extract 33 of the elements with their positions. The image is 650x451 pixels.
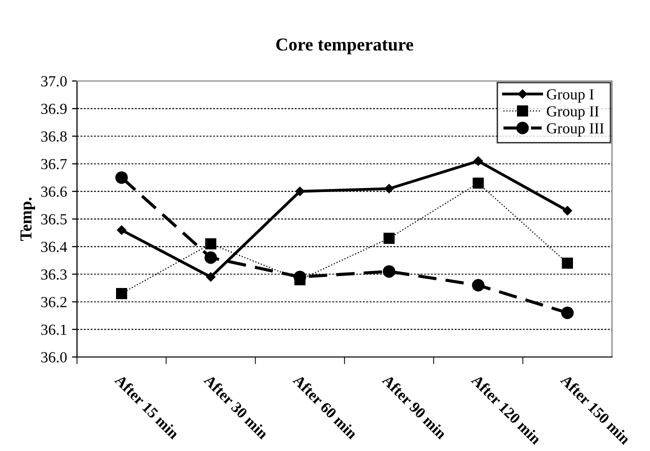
point xyxy=(206,272,216,282)
y-tick-label: 36.3 xyxy=(41,269,67,280)
point xyxy=(561,306,574,320)
y-tick-label: 36.1 xyxy=(41,324,66,335)
chart-title: Core temperature xyxy=(276,38,414,54)
y-tick-label: 36.9 xyxy=(41,104,67,114)
point xyxy=(205,238,216,250)
y-tick-label: 36.0 xyxy=(41,352,67,363)
y-tick-label: 36.5 xyxy=(41,214,67,225)
y-tick-label: 36.7 xyxy=(41,158,67,170)
point xyxy=(562,206,572,216)
y-tick-label: 36.8 xyxy=(41,131,67,142)
y-tick-label: 36.6 xyxy=(41,186,67,197)
legend-label: Group II xyxy=(546,106,599,120)
y-tick-label: 36.4 xyxy=(41,242,68,252)
point xyxy=(116,225,126,235)
y-tick-label: 36.2 xyxy=(41,296,66,308)
point xyxy=(115,171,128,184)
point xyxy=(204,251,217,264)
legend-label: Group III xyxy=(546,123,604,137)
point xyxy=(474,156,483,166)
y-axis-title: Temp. xyxy=(20,198,35,241)
point xyxy=(382,265,396,278)
y-tick-label: 37.0 xyxy=(41,76,67,87)
legend-label: Group I xyxy=(546,89,594,103)
point xyxy=(562,258,573,269)
point xyxy=(472,178,484,189)
point xyxy=(384,184,394,194)
point xyxy=(472,278,484,292)
point xyxy=(384,232,395,244)
point xyxy=(116,288,128,300)
point xyxy=(294,274,306,286)
point xyxy=(295,186,305,196)
